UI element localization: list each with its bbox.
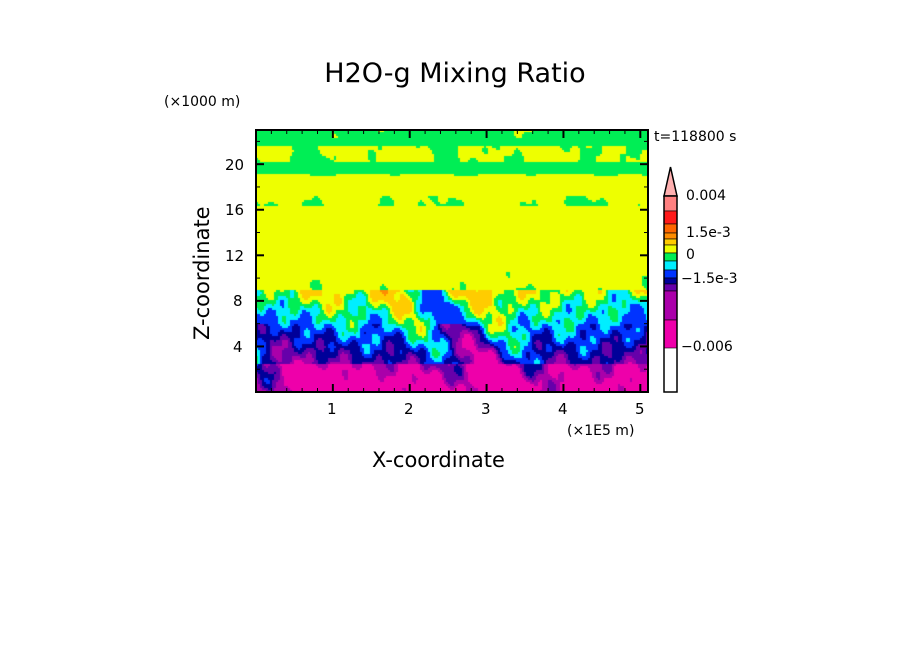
colorbar-segment — [663, 290, 678, 321]
colorbar-segment — [663, 252, 678, 262]
x-tick-label: 2 — [404, 400, 414, 418]
y-tick-label: 12 — [225, 247, 245, 265]
y-axis-unit: (×1000 m) — [164, 94, 241, 110]
plot-frame — [255, 129, 649, 393]
y-tick-label: 4 — [233, 338, 243, 356]
colorbar-segment — [663, 283, 678, 292]
y-tick-label: 16 — [225, 201, 245, 219]
x-tick-label: 4 — [558, 400, 568, 418]
colorbar-segment — [663, 223, 678, 234]
colorbar-segment — [663, 277, 678, 285]
x-tick-label: 3 — [481, 400, 491, 418]
chart-title: H2O-g Mixing Ratio — [324, 58, 586, 89]
x-axis-label: X-coordinate — [372, 448, 505, 472]
y-tick-label: 20 — [225, 156, 245, 174]
y-tick-label: 8 — [233, 292, 243, 310]
x-tick-label: 5 — [635, 400, 645, 418]
colorbar-label: 1.5e-3 — [686, 225, 731, 241]
colorbar-segment — [663, 269, 678, 279]
colorbar-label: −1.5e-3 — [681, 271, 738, 287]
colorbar-label: 0 — [686, 247, 695, 263]
colorbar-segment — [663, 238, 678, 246]
colorbar-segment — [663, 244, 678, 254]
x-tick-label: 1 — [327, 400, 337, 418]
colorbar-segment — [663, 195, 678, 212]
colorbar-extension-triangle — [663, 166, 678, 197]
colorbar-segment — [663, 260, 678, 271]
colorbar-frame — [663, 195, 678, 393]
x-axis-unit: (×1E5 m) — [567, 423, 635, 439]
colorbar-label: 0.004 — [686, 188, 727, 204]
colorbar-segment — [663, 232, 678, 240]
contour-field — [256, 130, 648, 392]
colorbar-label: −0.006 — [681, 339, 733, 355]
colorbar-segment — [663, 210, 678, 225]
time-label: t=118800 s — [654, 129, 737, 145]
colorbar-segment — [663, 319, 678, 349]
